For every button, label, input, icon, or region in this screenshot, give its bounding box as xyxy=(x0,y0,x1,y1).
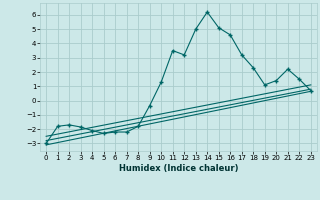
X-axis label: Humidex (Indice chaleur): Humidex (Indice chaleur) xyxy=(119,164,238,173)
